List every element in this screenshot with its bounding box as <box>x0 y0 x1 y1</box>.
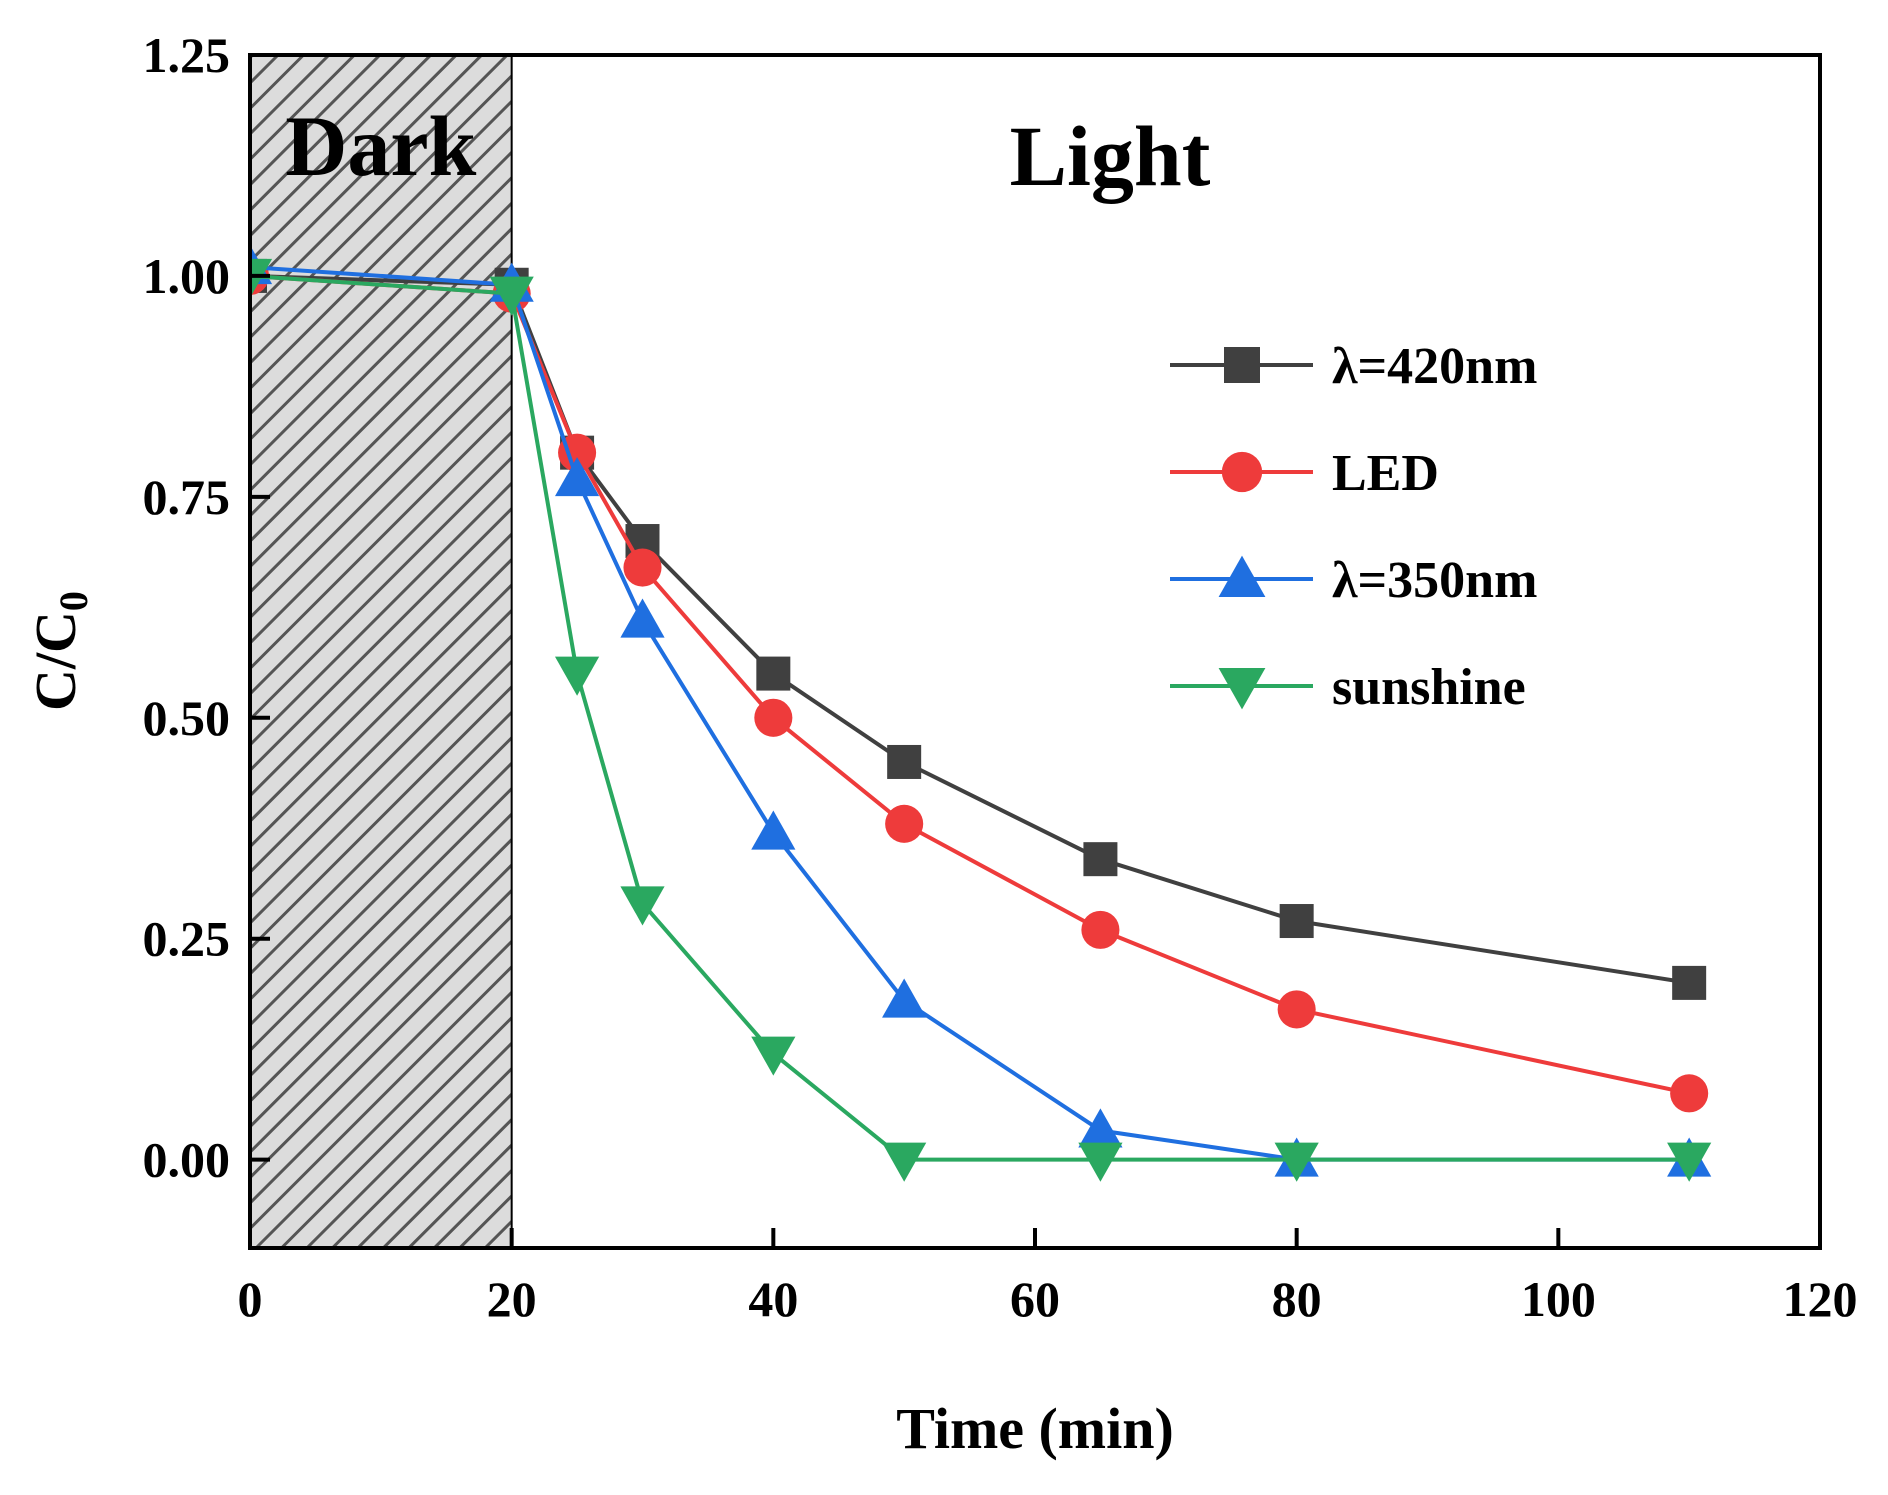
data-point-square <box>756 656 791 691</box>
data-point-circle <box>558 433 597 472</box>
y-axis-label-main: C/C <box>23 611 88 711</box>
data-point-circle <box>1081 910 1120 949</box>
legend-item: sunshine <box>1170 659 1526 716</box>
dark-region <box>249 54 513 1249</box>
legend-item: λ=420nm <box>1170 338 1537 395</box>
y-axis-label-subscript: 0 <box>51 591 96 611</box>
x-tick-label: 60 <box>1010 1271 1060 1327</box>
light-region-label: Light <box>1010 108 1211 204</box>
x-tick-label: 120 <box>1783 1271 1858 1327</box>
data-point-square <box>1672 965 1707 1000</box>
data-point-triangle-down <box>1078 1142 1123 1182</box>
data-point-circle <box>1670 1074 1709 1113</box>
dark-region-label: Dark <box>285 98 476 194</box>
data-point-square <box>1083 842 1118 877</box>
data-point-triangle-down <box>1218 668 1266 710</box>
data-point-triangle-up <box>751 810 796 850</box>
data-point-triangle-down <box>1667 1142 1712 1182</box>
data-point-triangle-up <box>882 978 927 1018</box>
y-axis-label: C/C0 <box>23 591 96 711</box>
legend-label: LED <box>1332 445 1439 502</box>
x-axis: 0 20 40 60 80 100 120 <box>238 1228 1858 1327</box>
legend-label: λ=350nm <box>1332 552 1537 609</box>
y-tick-label: 1.00 <box>143 248 231 304</box>
legend-label: λ=420nm <box>1332 338 1537 395</box>
data-point-triangle-down <box>620 886 665 926</box>
data-point-square <box>887 744 922 779</box>
series-3 <box>250 258 1712 1182</box>
data-point-circle <box>1221 451 1263 493</box>
x-tick-label: 20 <box>487 1271 537 1327</box>
y-axis: 0.00 0.25 0.50 0.75 1.00 1.25 <box>143 27 270 1188</box>
x-tick-label: 100 <box>1521 1271 1596 1327</box>
data-point-triangle-up <box>1078 1108 1123 1148</box>
y-tick-label: 0.25 <box>143 911 231 967</box>
x-tick-label: 0 <box>238 1271 263 1327</box>
data-point-triangle-down <box>882 1142 927 1182</box>
data-point-circle <box>623 548 662 587</box>
y-tick-label: 0.00 <box>143 1132 231 1188</box>
data-point-triangle-down <box>1274 1142 1319 1182</box>
y-tick-label: 0.75 <box>143 469 231 525</box>
data-point-circle <box>1277 990 1316 1029</box>
series-layer <box>250 244 1712 1182</box>
x-axis-label: Time (min) <box>896 1396 1174 1461</box>
data-point-square <box>1224 347 1260 383</box>
x-tick-label: 40 <box>748 1271 798 1327</box>
data-point-triangle-down <box>751 1036 796 1076</box>
y-tick-label: 1.25 <box>143 27 231 83</box>
legend: λ=420nm LED λ=350nm sunshine <box>1170 338 1537 716</box>
data-point-circle <box>885 804 924 843</box>
data-point-square <box>1279 904 1314 939</box>
x-tick-label: 80 <box>1272 1271 1322 1327</box>
data-point-triangle-down <box>554 656 600 696</box>
data-point-circle <box>754 698 793 737</box>
data-point-triangle-down <box>489 276 534 316</box>
legend-item: λ=350nm <box>1170 552 1537 609</box>
data-point-triangle-up <box>554 457 600 497</box>
data-point-triangle-down <box>250 258 273 299</box>
data-point-triangle-up <box>620 598 665 638</box>
legend-item: LED <box>1170 445 1439 502</box>
legend-label: sunshine <box>1332 659 1526 716</box>
y-tick-label: 0.50 <box>143 690 231 746</box>
data-point-triangle-up <box>1218 555 1266 597</box>
